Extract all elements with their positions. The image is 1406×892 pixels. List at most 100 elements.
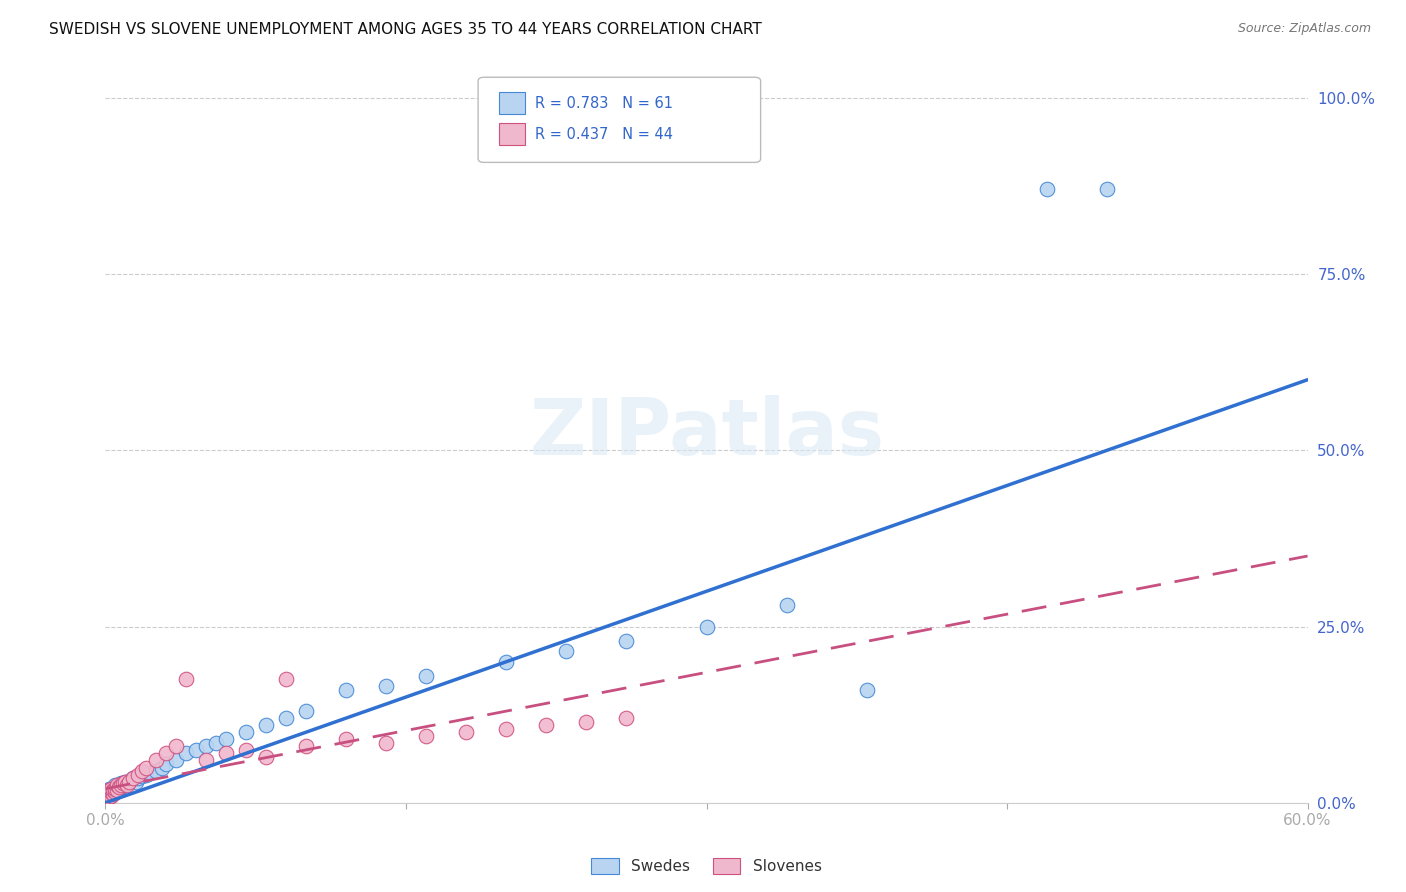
Point [254,718,277,732]
Point [112,778,135,792]
Point [145,764,167,778]
Bar [499,123,524,145]
Point [165,754,187,768]
Point [135,760,157,774]
Point [98,788,121,802]
Point [107,783,129,797]
Point [114,774,136,789]
Point [124,774,146,789]
Point [155,757,177,772]
Point [122,771,145,785]
Point [98,781,121,796]
Point [114,778,136,792]
Point [104,785,127,799]
Text: Source: ZipAtlas.com: Source: ZipAtlas.com [1237,22,1371,36]
Point [96,785,118,799]
Point [495,655,517,669]
Point [855,683,877,698]
Text: R = 0.437   N = 44: R = 0.437 N = 44 [534,127,672,142]
Point [235,743,257,757]
Point [100,789,122,803]
Point [110,776,132,790]
Point [98,785,121,799]
Point [184,743,207,757]
Point [98,790,121,805]
Point [96,788,118,802]
Point [127,767,149,781]
Point [274,711,297,725]
Point [127,771,149,785]
Point [100,785,122,799]
Point [555,644,578,658]
Point [100,788,122,802]
Point [454,725,477,739]
Point [98,785,121,799]
Point [776,599,799,613]
Point [110,780,132,795]
Point [112,776,135,790]
Point [98,788,121,802]
Point [131,764,153,778]
Point [98,789,121,803]
Point [107,778,129,792]
Point [100,781,122,796]
Point [415,729,437,743]
Point [204,736,226,750]
Point [616,711,638,725]
Point [103,783,125,797]
Point [174,747,197,761]
Point [98,783,121,797]
Point [155,747,177,761]
Point [165,739,187,754]
Point [194,739,217,754]
Point [96,790,118,805]
Point [100,785,122,799]
Point [117,778,139,792]
Point [114,774,136,789]
Point [1036,182,1059,196]
Point [616,633,638,648]
Point [335,683,357,698]
Point [104,778,127,792]
Point [575,714,598,729]
Text: R = 0.783   N = 61: R = 0.783 N = 61 [534,95,672,111]
Point [118,774,141,789]
Point [174,673,197,687]
Point [295,704,318,718]
Point [104,781,127,796]
Point [295,739,318,754]
Point [103,785,125,799]
Point [131,769,153,783]
Point [214,747,236,761]
Point [100,783,122,797]
Point [104,781,127,796]
Point [254,750,277,764]
FancyBboxPatch shape [478,78,761,162]
Point [135,767,157,781]
Point [103,788,125,802]
Point [103,781,125,796]
Point [696,619,718,633]
Point [118,774,141,789]
Point [117,776,139,790]
Point [145,754,167,768]
Point [103,783,125,797]
Point [374,680,398,694]
Text: ZIPatlas: ZIPatlas [529,394,884,471]
Point [96,790,118,805]
Point [96,789,118,803]
Point [122,771,145,785]
Point [194,754,217,768]
Point [1097,182,1119,196]
Point [150,760,173,774]
Point [121,773,143,788]
Point [110,778,132,792]
Point [274,673,297,687]
Point [104,785,127,799]
Point [415,669,437,683]
Point [335,732,357,747]
Point [107,780,129,795]
Point [534,718,557,732]
Point [98,783,121,797]
Point [235,725,257,739]
